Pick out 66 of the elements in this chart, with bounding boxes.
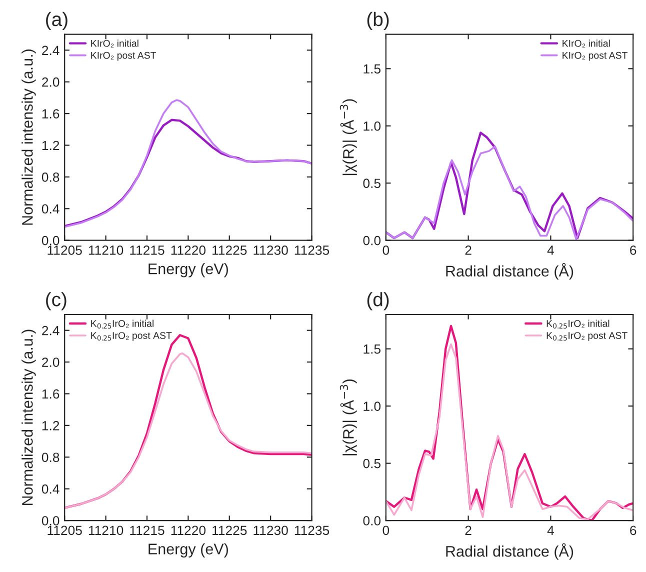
x-tick-label: 11220 bbox=[171, 246, 206, 255]
chart-title: (a) bbox=[46, 12, 68, 30]
legend-label: KIrO₂ initial bbox=[562, 40, 610, 48]
y-tick-label: 0.4 bbox=[42, 204, 60, 214]
y-tick-label: 0.4 bbox=[42, 484, 60, 494]
y-axis-title: Normalized intensity (a.u.) bbox=[22, 50, 36, 225]
y-tick-label: 1.2 bbox=[42, 421, 60, 430]
x-tick-label: 11205 bbox=[48, 526, 82, 536]
x-axis-title: Energy (eV) bbox=[148, 263, 228, 278]
y-tick-label: 1.0 bbox=[364, 402, 381, 411]
line-series bbox=[64, 118, 312, 228]
x-tick-label: 6 bbox=[630, 526, 636, 536]
y-tick-label: 2.0 bbox=[42, 77, 60, 87]
x-axis-title: Radial distance (Å) bbox=[446, 543, 574, 560]
chart-title: (d) bbox=[367, 292, 389, 310]
line-series bbox=[64, 99, 312, 228]
x-tick-label: 2 bbox=[465, 526, 472, 535]
y-axis-title: Normalized intensity (a.u.) bbox=[22, 330, 36, 505]
legend-label: K$_{0.25}$IrO₂ initial bbox=[91, 320, 154, 329]
x-tick-label: 11225 bbox=[212, 246, 247, 255]
x-tick-label: 11210 bbox=[88, 246, 124, 255]
legend-label: KIrO₂ initial bbox=[91, 40, 138, 48]
x-tick-label: 4 bbox=[547, 526, 554, 535]
x-tick-label: 0 bbox=[382, 246, 390, 255]
y-tick-label: 0.8 bbox=[42, 452, 60, 462]
x-tick-label: 11235 bbox=[294, 246, 330, 255]
x-tick-label: 11215 bbox=[130, 246, 164, 255]
x-tick-label: 6 bbox=[630, 246, 636, 255]
x-axis-title: Radial distance (Å) bbox=[446, 263, 574, 280]
x-axis-title: Energy (eV) bbox=[148, 543, 228, 558]
x-tick-label: 4 bbox=[547, 246, 554, 255]
chart-title: (b) bbox=[367, 12, 389, 30]
x-tick-label: 11215 bbox=[130, 526, 164, 536]
y-tick-label: 1.5 bbox=[364, 344, 380, 354]
legend-label: K$_{0.25}$IrO₂ initial bbox=[546, 320, 610, 329]
y-tick-label: 0.0 bbox=[42, 236, 60, 246]
y-tick-label: 0.8 bbox=[42, 172, 60, 182]
legend-label: K$_{0.25}$IrO₂ post AST bbox=[546, 332, 628, 341]
y-tick-label: 2.4 bbox=[42, 326, 60, 336]
y-tick-label: 0.0 bbox=[363, 516, 381, 526]
y-axis-title: |χ(R)| (Å$^{−3}$) bbox=[340, 99, 357, 176]
x-tick-label: 2 bbox=[465, 246, 472, 255]
x-tick-label: 11225 bbox=[212, 526, 247, 536]
legend-label: KIrO₂ post AST bbox=[562, 52, 628, 61]
x-tick-label: 11230 bbox=[254, 246, 288, 255]
x-tick-label: 0 bbox=[382, 526, 390, 536]
legend-label: KIrO₂ post AST bbox=[91, 52, 156, 61]
y-tick-label: 0.0 bbox=[42, 516, 60, 526]
legend-label: K$_{0.25}$IrO₂ post AST bbox=[91, 332, 172, 341]
x-tick-label: 11230 bbox=[254, 526, 288, 536]
x-tick-label: 11220 bbox=[171, 526, 206, 536]
y-axis-title: |χ(R)| (Å$^{−3}$) bbox=[340, 379, 357, 456]
y-tick-label: 0.5 bbox=[363, 458, 380, 468]
y-tick-label: 1.6 bbox=[42, 389, 60, 399]
x-tick-label: 11205 bbox=[48, 246, 82, 255]
x-tick-label: 11235 bbox=[294, 526, 330, 536]
y-tick-label: 0.5 bbox=[363, 178, 380, 188]
y-tick-label: 1.2 bbox=[42, 140, 60, 150]
chart-title: (c) bbox=[46, 292, 66, 310]
y-tick-label: 1.5 bbox=[364, 64, 380, 74]
y-tick-label: 0.0 bbox=[363, 236, 381, 246]
x-tick-label: 11210 bbox=[88, 526, 124, 536]
y-tick-label: 2.0 bbox=[42, 358, 60, 367]
y-tick-label: 1.6 bbox=[42, 109, 60, 118]
y-tick-label: 2.4 bbox=[42, 46, 60, 55]
y-tick-label: 1.0 bbox=[364, 121, 381, 131]
